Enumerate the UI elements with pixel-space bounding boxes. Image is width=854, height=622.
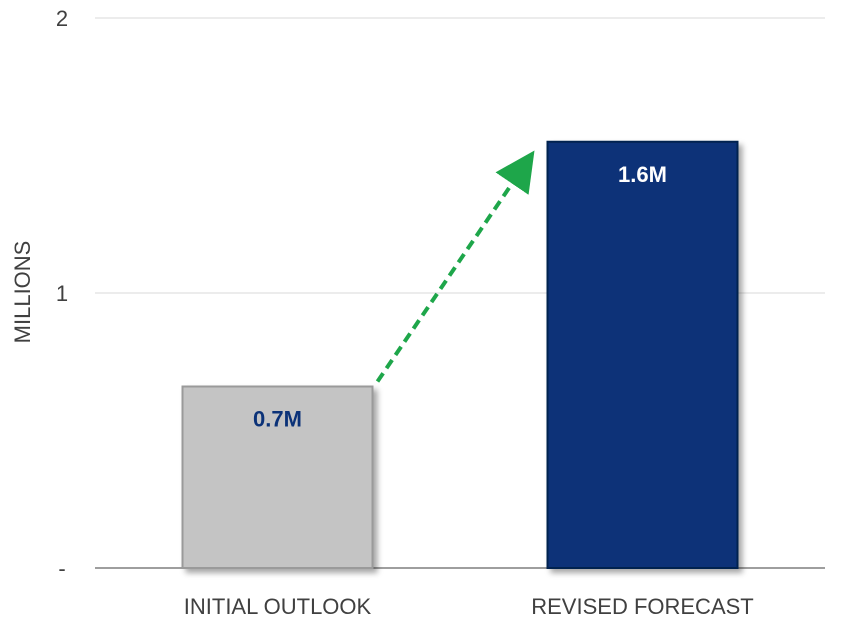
growth-arrow	[375, 150, 535, 383]
y-axis-ticks: - 1 2	[56, 6, 68, 581]
data-label: 0.7M	[253, 407, 302, 432]
x-tick-label: INITIAL OUTLOOK	[184, 594, 372, 619]
y-axis-title: MILLIONS	[10, 241, 35, 344]
annotations	[375, 150, 535, 383]
y-tick-label: 2	[56, 6, 68, 31]
x-axis-labels: INITIAL OUTLOOK REVISED FORECAST	[184, 594, 754, 619]
y-tick-label: -	[58, 556, 65, 581]
bars: 0.7M 1.6M	[181, 140, 739, 569]
x-tick-label: REVISED FORECAST	[531, 594, 753, 619]
bar	[181, 385, 374, 569]
data-label: 1.6M	[618, 162, 667, 187]
y-tick-label: 1	[56, 281, 68, 306]
bar	[546, 140, 739, 569]
